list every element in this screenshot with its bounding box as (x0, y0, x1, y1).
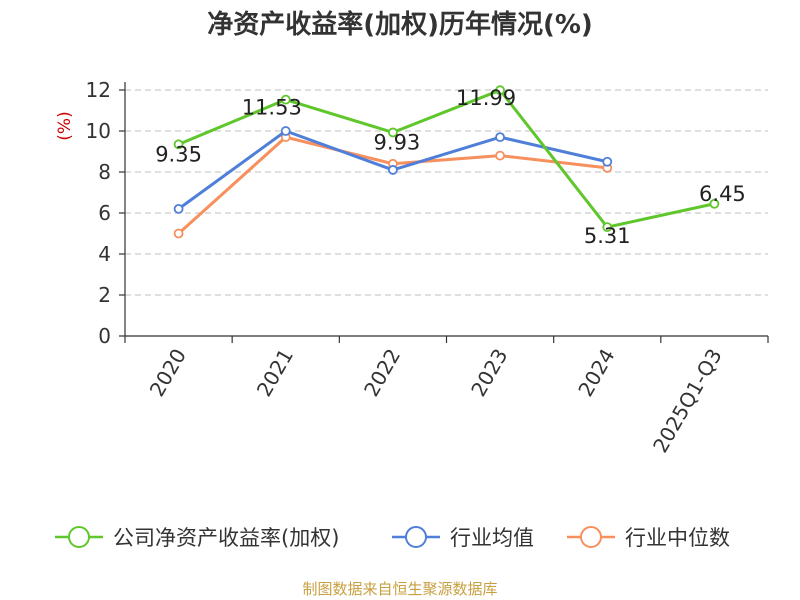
legend-marker-1 (405, 526, 427, 548)
data-label: 6.45 (699, 182, 746, 206)
data-source-note: 制图数据来自恒生聚源数据库 (302, 580, 498, 598)
series-point-1 (495, 132, 505, 143)
y-tick-label: 2 (98, 283, 111, 307)
data-label: 9.35 (155, 142, 202, 166)
series-point-0 (280, 94, 291, 105)
legend-marker-0 (68, 526, 90, 548)
series-point-0 (709, 198, 720, 209)
series-point-1 (602, 156, 613, 167)
series-point-0 (388, 127, 398, 138)
x-tick-label: 2025Q1-Q3 (648, 345, 727, 457)
data-label: 11.53 (242, 96, 302, 120)
series-point-2 (495, 150, 505, 161)
series-point-1 (388, 165, 398, 175)
x-tick-label: 2020 (145, 345, 191, 401)
x-tick-label: 2021 (252, 345, 298, 401)
y-tick-label: 8 (98, 160, 111, 184)
legend-label-0: 公司净资产收益率(加权) (113, 526, 339, 550)
series-point-0 (173, 139, 184, 150)
y-tick-label: 0 (98, 324, 111, 348)
legend-label-2: 行业中位数 (625, 526, 730, 550)
data-label: 11.99 (456, 86, 516, 110)
series-point-2 (173, 228, 184, 239)
x-tick-label: 2024 (573, 345, 619, 401)
series-point-0 (495, 85, 505, 96)
y-axis-label: (%) (55, 111, 75, 140)
y-tick-label: 4 (98, 242, 111, 266)
x-tick-label: 2023 (466, 345, 512, 401)
series-point-1 (173, 203, 184, 214)
y-tick-label: 6 (98, 201, 111, 225)
data-label: 9.93 (374, 130, 421, 154)
y-tick-label: 10 (86, 119, 111, 143)
data-label: 5.31 (584, 224, 631, 248)
x-tick-label: 2022 (359, 345, 405, 401)
y-tick-label: 12 (86, 78, 111, 102)
legend-marker-2 (580, 526, 602, 548)
legend-label-1: 行业均值 (450, 526, 534, 550)
chart-title: 净资产收益率(加权)历年情况(%) (207, 10, 593, 40)
series-point-0 (602, 222, 613, 233)
series-point-1 (280, 126, 291, 136)
series-line-0 (178, 88, 715, 229)
